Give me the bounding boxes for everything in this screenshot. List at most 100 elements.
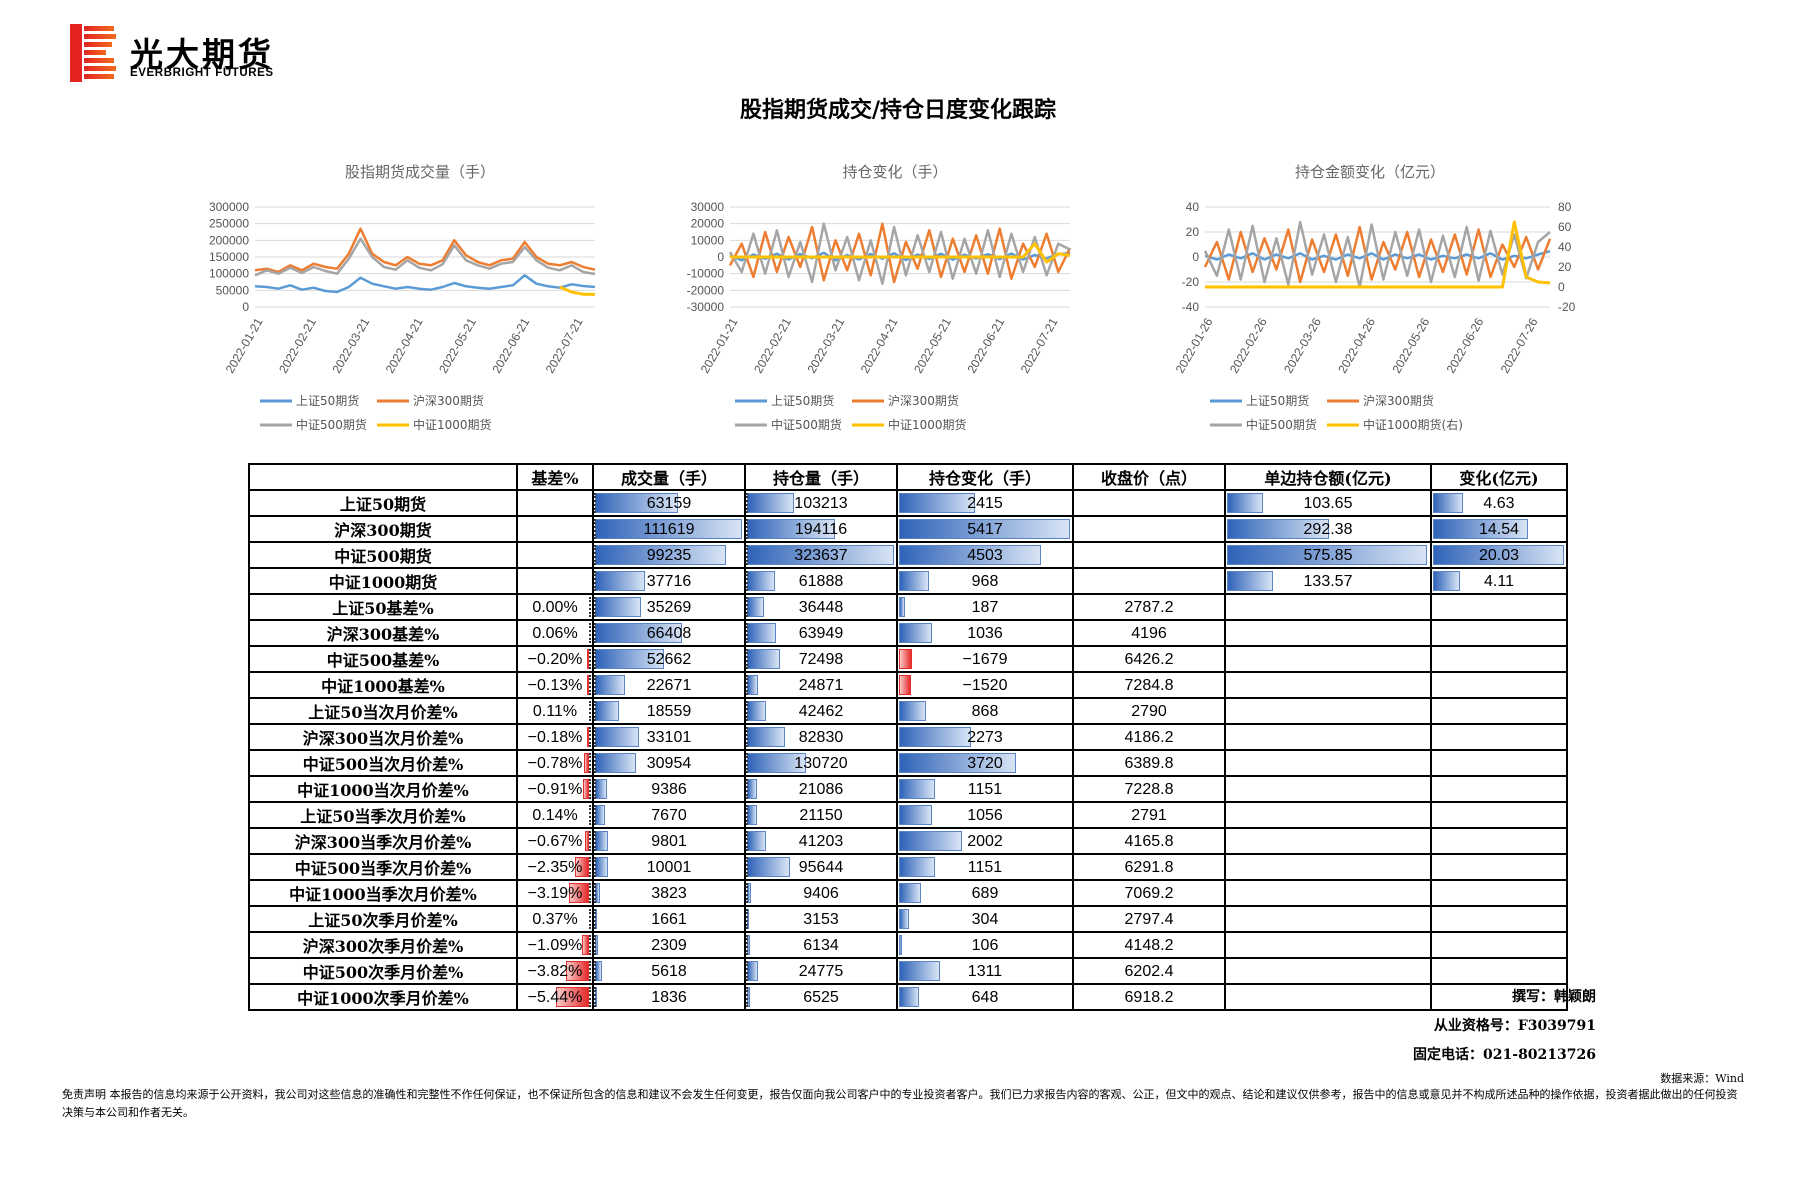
cell-value: 9801 [651,832,687,850]
legend-label: 中证1000期货 [413,417,492,432]
cell-value: 3823 [651,884,687,902]
table-cell: 648 [896,983,1074,1011]
x-tick-label: 2022-01-26 [1173,315,1216,375]
table-cell: 42462 [744,697,898,725]
cell-value: 72498 [798,650,844,668]
legend-label: 沪深300期货 [1363,393,1434,408]
zero-axis [747,623,748,643]
cell-value: 24871 [798,676,844,694]
data-bar [1433,545,1565,565]
table-cell [1430,749,1568,777]
y-tick-label: 250000 [209,217,249,231]
table-cell: 968 [896,567,1074,595]
table-row: 中证1000当季次月价差% −3.19% 3823 9406 689 7069.2 [248,879,1568,907]
chart-title: 持仓变化（手） [842,163,947,181]
table-cell [1224,853,1432,881]
table-cell: −5.44% [516,983,594,1011]
table-cell: 20.03 [1430,541,1568,569]
row-label: 中证1000基差% [248,671,518,699]
cell-value: 35269 [646,598,692,616]
zero-axis [747,961,748,981]
table-cell [1430,645,1568,673]
zero-axis [589,857,591,877]
cell-value: −0.18% [527,728,583,746]
cell-value: 52662 [646,650,692,668]
table-cell: 194116 [744,515,898,543]
cell-value: −3.82% [527,962,583,980]
table-cell [1430,879,1568,907]
row-label: 沪深300当次月价差% [248,723,518,751]
table-cell: 2787.2 [1072,593,1226,621]
data-bar [1227,519,1329,539]
table-cell: 103.65 [1224,489,1432,517]
cell-value: 0.06% [532,624,578,642]
cell-value: 6525 [803,988,839,1006]
table-cell [1224,879,1432,907]
cell-value: 95644 [798,858,844,876]
cell-value: 9386 [651,780,687,798]
cell-value: 689 [971,884,999,902]
chart-svg: 股指期货成交量（手） 300000 250000 200000 150000 100000… [209,163,596,432]
y-tick-label: -10000 [687,267,725,281]
data-bar [595,675,625,695]
cell-value: 2790 [1131,702,1167,720]
cell-value: 30954 [646,754,692,772]
table-cell: −3.82% [516,957,594,985]
brand-logo: 光大期货 EVERBRIGHT FUTURES [70,24,300,84]
x-tick-label: 2022-06-26 [1444,315,1487,375]
table-cell: 0.14% [516,801,594,829]
page-title: 股指期货成交/持仓日度变化跟踪 [739,97,1057,123]
zero-axis [595,649,596,669]
table-cell: 868 [896,697,1074,725]
cell-value: −5.44% [527,988,583,1006]
data-bar [1227,493,1263,513]
table-cell: −0.18% [516,723,594,751]
table-cell [1224,619,1432,647]
table-cell: 7228.8 [1072,775,1226,803]
row-label: 中证500期货 [248,541,518,569]
table-cell: 3720 [896,749,1074,777]
table-cell: 304 [896,905,1074,933]
table-row: 中证500次季月价差% −3.82% 5618 24775 1311 6202.4 [248,957,1568,985]
table-cell [516,567,594,595]
data-bar [899,987,920,1007]
table-cell: 292.38 [1224,515,1432,543]
cell-value: 106 [971,936,999,954]
brand-name-cn: 光大期货 [130,35,274,74]
cell-value: 63949 [798,624,844,642]
y-tick-label: -30000 [687,300,725,314]
cell-value: 103.65 [1303,494,1353,512]
y-tick-label: 150000 [209,250,249,264]
table-cell: 99235 [592,541,746,569]
cell-value: 575.85 [1303,546,1353,564]
table-cell: 21150 [744,801,898,829]
table-cell: 4.11 [1430,567,1568,595]
data-bar [899,597,905,617]
cell-value: 187 [971,598,999,616]
table-cell: 4165.8 [1072,827,1226,855]
cell-value: 1836 [651,988,687,1006]
cell-value: 20.03 [1478,546,1520,564]
y-tick-label: 40 [1186,200,1200,214]
table-cell [1430,931,1568,959]
cell-value: 63159 [646,494,692,512]
zero-axis [747,935,748,955]
table-row: 沪深300当季次月价差% −0.67% 9801 41203 2002 4165.8 [248,827,1568,855]
position-value-change-chart: 持仓金额变化（亿元） 40 20 0 -20 -40 80 60 40 20 0 -20 2022-01… [1135,155,1605,455]
data-bar-negative [574,857,589,877]
x-tick-label: 2022-05-26 [1389,315,1432,375]
zero-axis [589,805,591,825]
table-cell [1430,905,1568,933]
table-cell: 72498 [744,645,898,673]
table-cell: 10001 [592,853,746,881]
table-cell: 1661 [592,905,746,933]
cell-value: −1.09% [527,936,583,954]
table-cell: 5618 [592,957,746,985]
table-cell: 5417 [896,515,1074,543]
zero-axis [589,753,591,773]
data-bar [595,779,608,799]
cell-value: 6202.4 [1124,962,1174,980]
table-cell: 2790 [1072,697,1226,725]
table-header-cell: 成交量（手） [592,463,746,491]
table-cell: 14.54 [1430,515,1568,543]
